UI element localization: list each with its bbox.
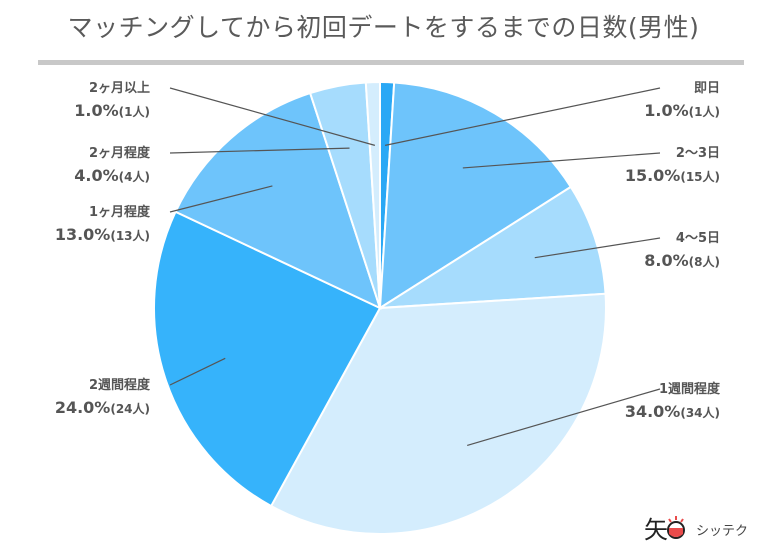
leader-line xyxy=(169,87,376,146)
slice-value-label: 1.0%(1人) xyxy=(74,101,150,120)
chart-title: マッチングしてから初回デートをするまでの日数(男性) xyxy=(67,13,700,42)
slice-label: 2〜3日 xyxy=(676,146,720,161)
slice-label: 1ヶ月程度 xyxy=(89,204,151,220)
slice-value-label: 8.0%(8人) xyxy=(644,251,720,270)
slice-value-label: 24.0%(24人) xyxy=(55,398,150,417)
brand-name: シッテク xyxy=(696,524,749,539)
leader-line xyxy=(467,388,661,446)
slice-value-label: 4.0%(4人) xyxy=(74,166,150,185)
slice-value-label: 34.0%(34人) xyxy=(625,402,720,421)
leader-line xyxy=(462,152,661,169)
leader-line xyxy=(169,357,226,386)
leader-line xyxy=(384,87,661,146)
leader-line xyxy=(169,185,273,213)
title-underline xyxy=(38,60,744,65)
slice-value-label: 13.0%(13人) xyxy=(55,225,150,244)
leader-line xyxy=(169,147,350,154)
slice-label: 1週間程度 xyxy=(659,381,721,397)
leader-line xyxy=(534,237,661,259)
brand-mark-icon: 矢 xyxy=(644,516,685,544)
slice-label: 即日 xyxy=(694,81,720,96)
slice-value-label: 15.0%(15人) xyxy=(625,166,720,185)
slice-label: 2ヶ月以上 xyxy=(89,81,150,96)
brand-logo: 矢 シッテク xyxy=(640,512,760,544)
slice-label: 4〜5日 xyxy=(676,231,720,246)
pie-slice xyxy=(378,81,573,310)
pie-slice xyxy=(174,91,382,310)
slice-label: 2ヶ月程度 xyxy=(89,145,151,161)
pie-slice xyxy=(364,80,381,309)
pie-slice xyxy=(379,185,607,309)
svg-text:矢: 矢 xyxy=(644,516,668,544)
slice-value-label: 1.0%(1人) xyxy=(644,101,720,120)
pie-slice xyxy=(153,210,382,508)
slice-label: 2週間程度 xyxy=(89,377,151,393)
